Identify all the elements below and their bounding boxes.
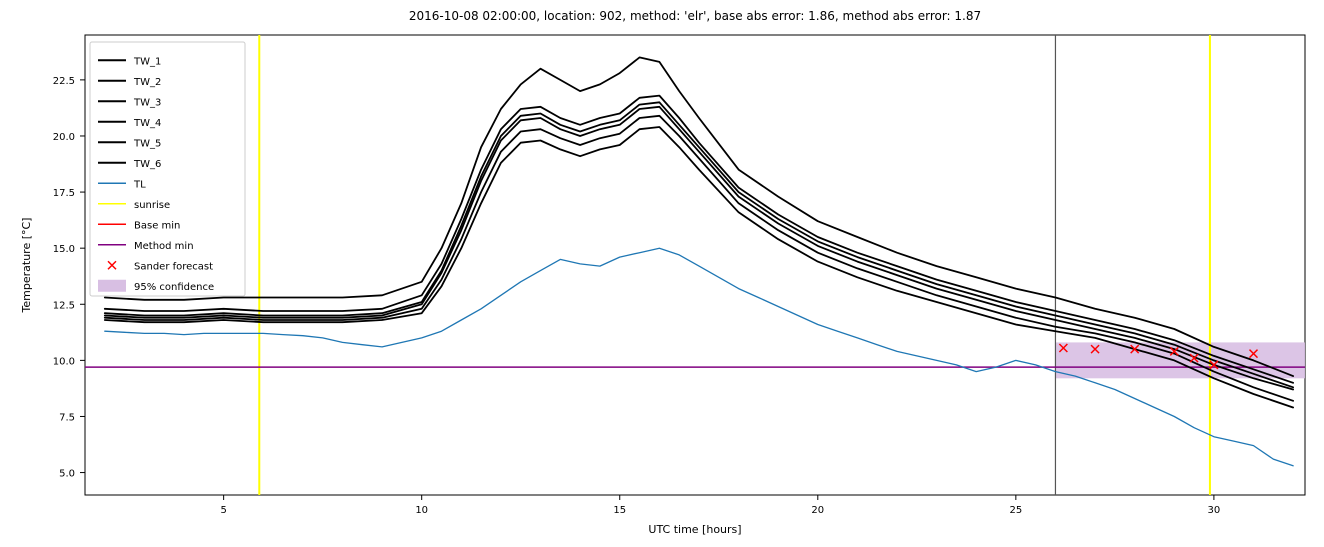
ytick-label: 7.5: [59, 412, 75, 423]
legend: TW_1 TW_2 TW_3 TW_4 TW_5 TW_6 TL sunrise Base mi…: [90, 42, 245, 296]
legend-label: Base min: [134, 220, 180, 231]
legend-label: TW_2: [133, 77, 161, 88]
legend-label: TL: [133, 179, 146, 190]
ytick-label: 20.0: [53, 132, 75, 143]
xtick-label: 10: [415, 505, 428, 516]
legend-label: Method min: [134, 241, 194, 252]
legend-label: TW_1: [133, 56, 161, 67]
legend-label: TW_6: [133, 159, 161, 170]
xlabel: UTC time [hours]: [648, 523, 741, 536]
ytick-label: 5.0: [59, 469, 75, 480]
legend-label: sunrise: [134, 200, 170, 211]
ytick-label: 12.5: [53, 300, 75, 311]
legend-label: Sander forecast: [134, 261, 213, 272]
legend-label: TW_3: [133, 97, 161, 108]
ytick-label: 10.0: [53, 356, 75, 367]
xtick-label: 30: [1208, 505, 1221, 516]
legend-label: 95% confidence: [134, 282, 214, 293]
chart-container: 5 10 15 20 25 30 5.0 7.5 10.0 12.5 15.0 17.5 20.0 22.…: [0, 0, 1324, 547]
legend-swatch-patch: [98, 280, 126, 292]
ytick-label: 15.0: [53, 244, 75, 255]
legend-label: TW_5: [133, 138, 161, 149]
ylabel: Temperature [°C]: [20, 218, 33, 314]
chart-svg: 5 10 15 20 25 30 5.0 7.5 10.0 12.5 15.0 17.5 20.0 22.…: [0, 0, 1324, 547]
legend-label: TW_4: [133, 118, 161, 129]
chart-title: 2016-10-08 02:00:00, location: 902, meth…: [409, 9, 981, 23]
ytick-label: 17.5: [53, 188, 75, 199]
xtick-label: 15: [613, 505, 626, 516]
xtick-label: 5: [220, 505, 226, 516]
xtick-label: 25: [1009, 505, 1022, 516]
ytick-label: 22.5: [53, 76, 75, 87]
xtick-label: 20: [811, 505, 824, 516]
